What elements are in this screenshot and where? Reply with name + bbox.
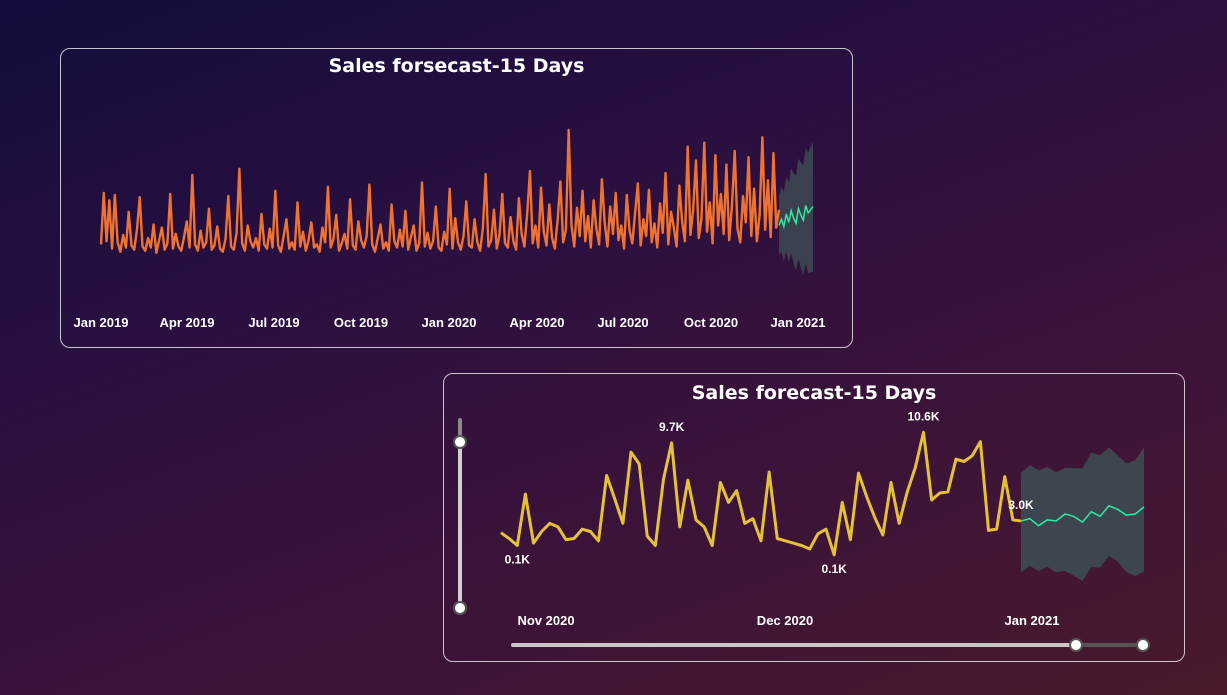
x-tick-label: Apr 2019	[159, 315, 215, 330]
series-line-forecast	[1020, 504, 1145, 527]
chart-panel-zoomed: Sales forecast-15 Days 9.7K 10.6K 0.1K 0.1K…	[443, 373, 1185, 662]
series-line-forecast	[778, 205, 814, 230]
x-tick-label: Oct 2019	[333, 315, 389, 330]
x-tick-label: Jan 2020	[421, 315, 477, 330]
x-tick-label: Jul 2019	[248, 315, 300, 330]
chart-title: Sales forsecast-15 Days	[328, 55, 585, 77]
data-label: 0.1K	[821, 562, 847, 576]
x-tick-label: Jan 2021	[770, 315, 826, 330]
data-label: 9.7K	[659, 420, 685, 434]
confidence-band	[1021, 447, 1144, 582]
x-tick-label: Apr 2020	[509, 315, 565, 330]
x-zoom-slider-track[interactable]	[511, 643, 1145, 647]
y-zoom-handle-top[interactable]	[453, 435, 467, 449]
series-line-actual	[500, 430, 1022, 557]
x-zoom-handle-right[interactable]	[1136, 638, 1150, 652]
x-tick-label: Oct 2020	[683, 315, 739, 330]
chart-title: Sales forecast-15 Days	[691, 382, 937, 404]
confidence-band	[779, 141, 813, 276]
x-tick-label: Jan 2019	[73, 315, 129, 330]
series-line-actual	[99, 128, 781, 255]
x-zoom-slider-remainder	[1076, 643, 1142, 647]
data-label: 0.1K	[505, 553, 531, 567]
x-tick-label: Jan 2021	[1004, 613, 1060, 628]
y-zoom-handle-bottom[interactable]	[453, 601, 467, 615]
line-chart-full-history[interactable]	[61, 49, 854, 349]
x-tick-label: Dec 2020	[756, 613, 814, 628]
data-label: 3.0K	[1008, 498, 1034, 512]
chart-panel-full-history: Sales forsecast-15 Days Jan 2019 Apr 201…	[60, 48, 853, 348]
x-tick-label: Nov 2020	[517, 613, 575, 628]
y-zoom-slider-fill	[458, 442, 462, 608]
data-label: 10.6K	[907, 409, 939, 423]
line-chart-zoomed[interactable]: 9.7K 10.6K 0.1K 0.1K 3.0K	[444, 374, 1186, 663]
x-tick-label: Jul 2020	[597, 315, 649, 330]
x-zoom-handle-left[interactable]	[1069, 638, 1083, 652]
